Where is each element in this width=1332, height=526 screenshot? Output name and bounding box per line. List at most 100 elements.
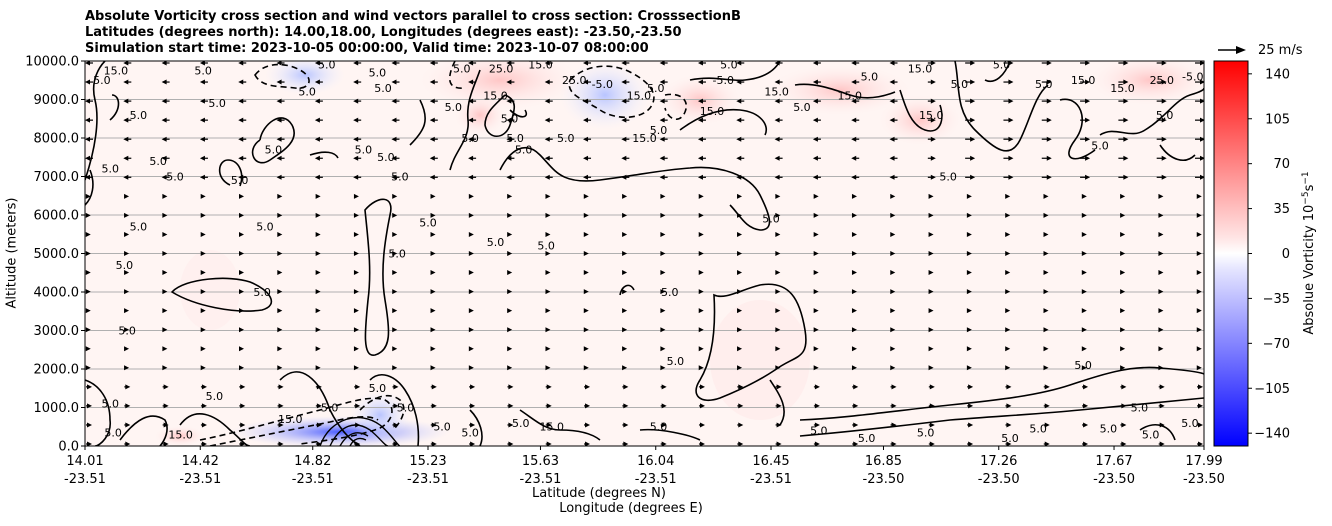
wind-vector	[392, 384, 399, 390]
wind-vector	[1196, 193, 1202, 199]
wind-vector	[391, 136, 400, 142]
wind-vector	[353, 136, 362, 142]
wind-vector	[775, 365, 781, 371]
wind-vector	[507, 365, 513, 371]
wind-vector	[506, 61, 515, 66]
wind-vector	[1196, 270, 1202, 276]
wind-vector	[276, 61, 285, 66]
wind-vector	[1195, 155, 1204, 161]
wind-vector	[85, 117, 93, 123]
wind-vector	[1120, 384, 1127, 390]
wind-vector	[1005, 441, 1012, 446]
wind-vector	[276, 79, 285, 85]
wind-vector	[315, 346, 321, 352]
wind-vector	[1196, 365, 1202, 371]
contour-label: 5.0	[1074, 359, 1092, 372]
wind-vector	[622, 327, 628, 333]
wind-vector	[1197, 422, 1203, 428]
contour-label: 5.0	[194, 64, 212, 77]
wind-vector	[468, 79, 477, 85]
wind-vector	[353, 270, 359, 276]
wind-vector	[277, 251, 283, 256]
contour-label: 5.0	[206, 390, 224, 403]
wind-vector	[354, 422, 361, 428]
wind-vector	[314, 155, 323, 161]
contour-label: 5.0	[506, 132, 524, 145]
wind-vector	[238, 117, 247, 123]
wind-vector	[775, 441, 782, 446]
wind-vector	[851, 289, 857, 295]
wind-vector	[927, 98, 936, 104]
wind-vector	[737, 289, 743, 295]
wind-vector	[430, 270, 436, 276]
wind-vector	[660, 270, 666, 276]
wind-vector	[851, 79, 860, 85]
wind-vector	[583, 155, 592, 161]
wind-vector	[430, 384, 437, 390]
wind-vector	[1156, 117, 1167, 123]
wind-vector	[1005, 193, 1011, 199]
wind-vector	[315, 231, 321, 237]
wind-vector	[277, 346, 283, 352]
x-tick-label-lon: -23.51	[64, 472, 106, 487]
wind-vector	[737, 384, 744, 390]
wind-vector	[353, 193, 359, 199]
wind-vector	[200, 365, 206, 371]
wind-vector	[507, 327, 513, 333]
y-tick-label: 5000.0	[34, 247, 80, 262]
wind-vector	[583, 365, 589, 371]
wind-vector	[277, 403, 284, 409]
x-axis-label-latitude: Latitude (degrees N)	[532, 486, 666, 501]
wind-vector	[238, 155, 247, 161]
wind-vector	[967, 441, 974, 446]
colorbar-tick-label: −105	[1254, 382, 1290, 397]
wind-vector	[1005, 231, 1011, 237]
wind-vector	[1081, 270, 1087, 276]
wind-vector	[1158, 212, 1164, 218]
wind-vector	[162, 289, 168, 295]
wind-vector	[966, 327, 972, 333]
wind-vector	[545, 365, 551, 371]
contour-label: 15.0	[764, 86, 789, 99]
wind-vector	[965, 79, 976, 85]
wind-vector	[1041, 117, 1052, 123]
wind-vector	[1003, 98, 1014, 104]
x-tick-label-lat: 16.04	[637, 454, 674, 469]
wind-vector	[737, 441, 744, 446]
wind-vector	[660, 308, 666, 314]
wind-vector	[1118, 61, 1129, 66]
wind-vector	[162, 403, 169, 409]
wind-vector	[430, 346, 436, 352]
wind-vector	[851, 251, 857, 256]
wind-vector	[1197, 403, 1203, 409]
wind-vector	[507, 212, 513, 218]
wind-vector	[199, 136, 208, 142]
wind-vector	[429, 117, 438, 123]
wind-vector	[698, 441, 705, 446]
wind-vector	[889, 98, 898, 104]
wind-vector	[621, 61, 630, 66]
wind-vector	[429, 98, 438, 104]
wind-vector	[851, 117, 860, 123]
wind-vector	[545, 384, 552, 390]
colorbar-tick-label: −35	[1263, 292, 1290, 307]
wind-vector	[851, 174, 860, 180]
contour-label: 15.0	[104, 64, 129, 77]
wind-vector	[124, 384, 131, 390]
wind-vector	[429, 61, 438, 66]
wind-vector	[889, 174, 898, 180]
wind-vector	[161, 98, 170, 104]
contour-label: 5.0	[265, 143, 283, 156]
wind-vector	[584, 403, 591, 409]
wind-vector	[314, 79, 323, 85]
wind-vector	[698, 193, 704, 199]
wind-vector	[1005, 308, 1011, 314]
wind-vector	[161, 117, 170, 123]
wind-vector	[1195, 117, 1204, 123]
wind-vector	[813, 289, 819, 295]
wind-vector	[506, 98, 515, 104]
wind-vector	[813, 270, 819, 276]
wind-vector	[889, 61, 898, 66]
wind-vector	[584, 441, 591, 446]
x-tick-label-lon: -23.51	[179, 472, 221, 487]
